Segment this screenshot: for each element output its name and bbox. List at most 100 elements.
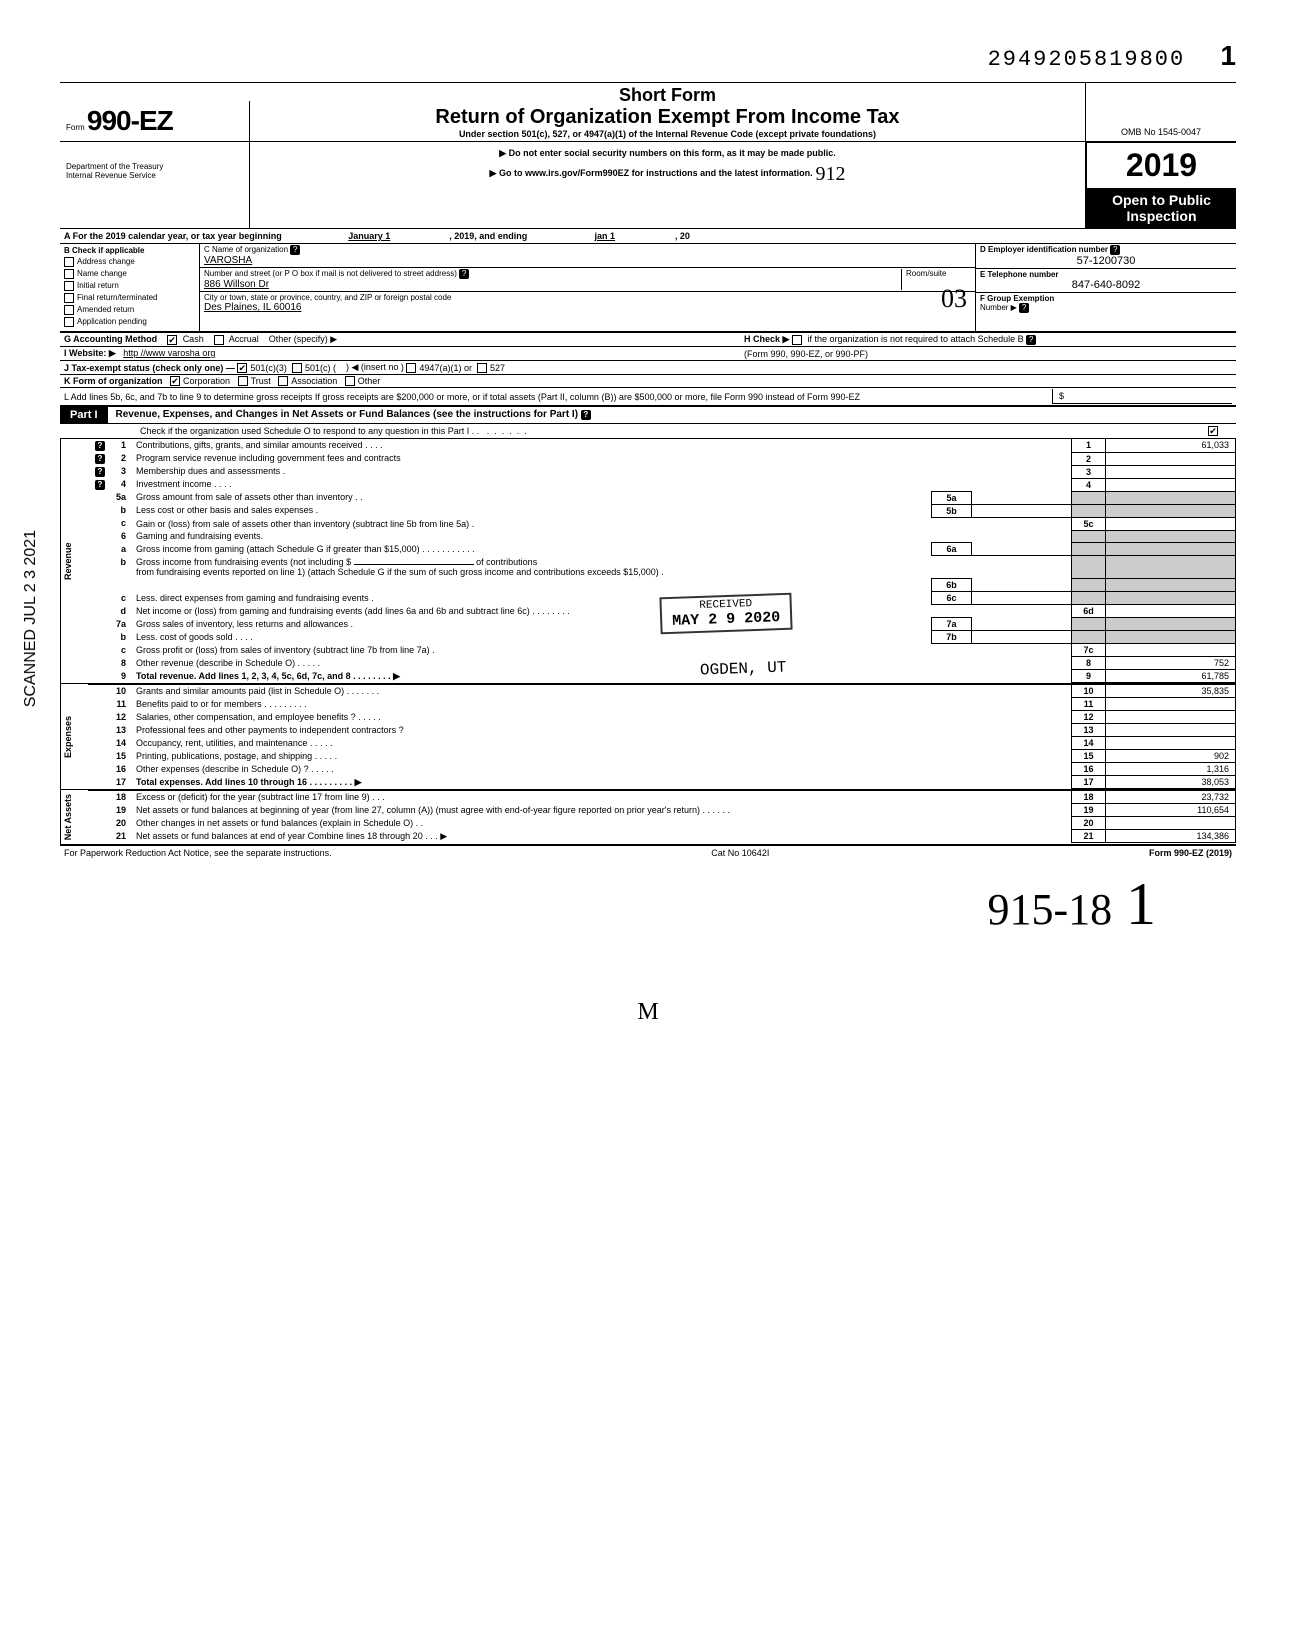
chk-final[interactable]	[64, 293, 74, 303]
chk-amended[interactable]	[64, 305, 74, 315]
chk-name[interactable]	[64, 269, 74, 279]
netassets-side-label: Net Assets	[60, 790, 88, 844]
chk-other[interactable]	[345, 376, 355, 386]
j-label: J Tax-exempt status (check only one) —	[64, 363, 235, 373]
open-public: Open to Public	[1091, 192, 1232, 208]
help-icon[interactable]: ?	[290, 245, 300, 255]
l-text: L Add lines 5b, 6c, and 7b to line 9 to …	[64, 392, 1052, 402]
line-17: 17Total expenses. Add lines 10 through 1…	[88, 776, 1236, 789]
line-12: 12Salaries, other compensation, and empl…	[88, 711, 1236, 724]
line-j: J Tax-exempt status (check only one) — ✔…	[60, 361, 1236, 375]
chk-pending[interactable]	[64, 317, 74, 327]
chk-trust[interactable]	[238, 376, 248, 386]
open-public-box: Open to Public Inspection	[1086, 188, 1236, 228]
chk-initial[interactable]	[64, 281, 74, 291]
line-13: 13Professional fees and other payments t…	[88, 724, 1236, 737]
chk-corp[interactable]: ✔	[170, 376, 180, 386]
help-icon[interactable]: ?	[459, 269, 469, 279]
line-14: 14Occupancy, rent, utilities, and mainte…	[88, 737, 1236, 750]
line-2: ?2Program service revenue including gove…	[88, 452, 1236, 465]
lbl-final: Final return/terminated	[77, 293, 157, 302]
help-icon[interactable]: ?	[1026, 335, 1036, 345]
page-container: SCANNED JUL 2 3 2021 2949205819800 1 For…	[60, 40, 1236, 1026]
g-other: Other (specify) ▶	[269, 334, 337, 344]
line-5b: bLess cost or other basis and sales expe…	[88, 504, 1236, 517]
line-3: ?3Membership dues and assessments .3	[88, 465, 1236, 478]
chk-4947[interactable]	[406, 363, 416, 373]
sched-o-text: Check if the organization used Schedule …	[140, 426, 479, 436]
line-21: 21Net assets or fund balances at end of …	[88, 830, 1236, 843]
subtitle: Under section 501(c), 527, or 4947(a)(1)…	[258, 129, 1077, 139]
footer-left: For Paperwork Reduction Act Notice, see …	[64, 848, 332, 858]
line-1: ?1Contributions, gifts, grants, and simi…	[88, 439, 1236, 452]
ein: 57-1200730	[980, 255, 1232, 267]
line-a-end: jan 1	[535, 231, 675, 241]
lbl-initial: Initial return	[77, 281, 119, 290]
k-other: Other	[358, 376, 381, 386]
short-form-title: Short Form	[258, 85, 1077, 106]
no-ssn-warning: ▶ Do not enter social security numbers o…	[258, 148, 1077, 159]
ogden-stamp: OGDEN, UT	[700, 658, 787, 679]
tax-year: 2019	[1086, 142, 1236, 188]
h-text: if the organization is not required to a…	[807, 334, 1023, 344]
help-icon[interactable]: ?	[1110, 245, 1120, 255]
line-a: A For the 2019 calendar year, or tax yea…	[60, 228, 1236, 243]
col-b-checkboxes: B Check if applicable Address change Nam…	[60, 244, 200, 331]
chk-sched-b[interactable]	[792, 335, 802, 345]
line-11: 11Benefits paid to or for members . . . …	[88, 698, 1236, 711]
j-501c: 501(c) (	[305, 363, 336, 373]
goto-url: ▶ Go to www.irs.gov/Form990EZ for instru…	[490, 168, 813, 179]
j-4947: 4947(a)(1) or	[419, 363, 472, 373]
help-icon[interactable]: ?	[1019, 303, 1029, 313]
help-icon[interactable]: ?	[581, 410, 591, 420]
street: 886 Willson Dr	[204, 279, 269, 290]
chk-501c3[interactable]: ✔	[237, 363, 247, 373]
net-assets-section: Net Assets 18Excess or (deficit) for the…	[60, 790, 1236, 844]
line-5a: 5aGross amount from sale of assets other…	[88, 491, 1236, 504]
part-1-header: Part I Revenue, Expenses, and Changes in…	[60, 405, 1236, 424]
form-number: 990-EZ	[87, 105, 173, 136]
scanned-stamp: SCANNED JUL 2 3 2021	[22, 530, 40, 707]
c-name-label: C Name of organization	[204, 245, 288, 254]
signature: 915-18	[987, 885, 1112, 934]
k-label: K Form of organization	[64, 376, 163, 386]
handwritten-03: 03	[941, 284, 967, 314]
chk-501c[interactable]	[292, 363, 302, 373]
page-footer: For Paperwork Reduction Act Notice, see …	[60, 844, 1236, 860]
g-label: G Accounting Method	[64, 334, 157, 344]
k-assoc: Association	[291, 376, 337, 386]
chk-assoc[interactable]	[278, 376, 288, 386]
g-accrual: Accrual	[229, 334, 259, 344]
instructions-box: ▶ Do not enter social security numbers o…	[250, 142, 1086, 228]
line-19: 19Net assets or fund balances at beginni…	[88, 804, 1236, 817]
header-row-2: Department of the Treasury Internal Reve…	[60, 141, 1236, 228]
footer-right: Form 990-EZ (2019)	[1149, 848, 1232, 858]
expenses-side-label: Expenses	[60, 684, 88, 789]
dln-number: 2949205819800	[988, 47, 1186, 72]
line-a-label: A For the 2019 calendar year, or tax yea…	[64, 231, 282, 241]
omb-number: OMB No 1545-0047	[1086, 123, 1236, 141]
j-501c3: 501(c)(3)	[250, 363, 287, 373]
title-box: Short Form Return of Organization Exempt…	[250, 83, 1086, 141]
chk-cash[interactable]: ✔	[167, 335, 177, 345]
h-label: H Check ▶	[744, 334, 789, 344]
revenue-side-label: Revenue	[60, 439, 88, 683]
form-id-box: Form 990-EZ	[60, 101, 250, 141]
line-16: 16Other expenses (describe in Schedule O…	[88, 763, 1236, 776]
sched-o-check-row: Check if the organization used Schedule …	[60, 424, 1236, 439]
chk-sched-o[interactable]: ✔	[1208, 426, 1218, 436]
part-1-label: Part I	[60, 407, 108, 423]
chk-accrual[interactable]	[214, 335, 224, 345]
line-a-begin: January 1	[289, 231, 449, 241]
line-l: L Add lines 5b, 6c, and 7b to line 9 to …	[60, 388, 1236, 405]
line-8: 8Other revenue (describe in Schedule O) …	[88, 657, 1236, 670]
line-a-mid: , 2019, and ending	[449, 231, 527, 241]
city-label: City or town, state or province, country…	[204, 293, 451, 302]
g-cash: Cash	[183, 334, 204, 344]
col-c-name-address: C Name of organization ? VAROSHA Number …	[200, 244, 976, 331]
revenue-table: ?1Contributions, gifts, grants, and simi…	[88, 439, 1236, 683]
chk-527[interactable]	[477, 363, 487, 373]
line-i: I Website: ▶ http //www varosha org (For…	[60, 347, 1236, 361]
dln-stamp: 2949205819800 1	[60, 40, 1236, 72]
chk-address[interactable]	[64, 257, 74, 267]
